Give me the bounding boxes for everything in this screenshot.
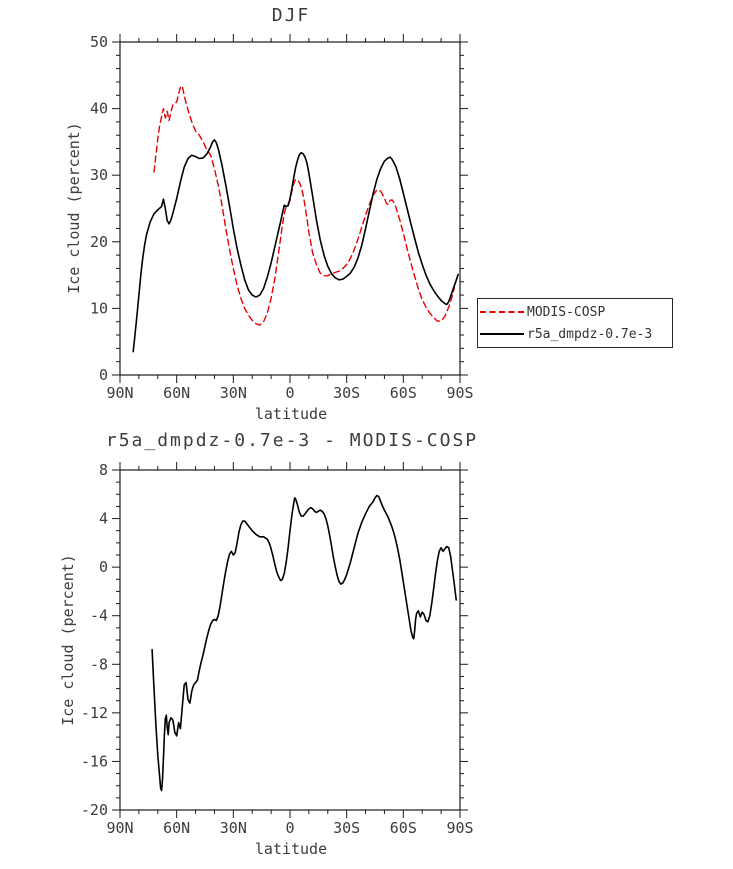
- svg-text:60S: 60S: [390, 819, 417, 837]
- svg-text:90N: 90N: [106, 384, 133, 402]
- svg-text:0: 0: [99, 558, 108, 576]
- svg-text:20: 20: [90, 233, 108, 251]
- legend-item-r5a-dmpdz: r5a_dmpdz-0.7e-3: [480, 325, 670, 343]
- svg-text:90S: 90S: [446, 819, 473, 837]
- svg-text:-8: -8: [90, 655, 108, 673]
- svg-text:-20: -20: [81, 801, 108, 819]
- svg-text:30: 30: [90, 166, 108, 184]
- svg-text:60N: 60N: [163, 384, 190, 402]
- svg-text:30N: 30N: [220, 384, 247, 402]
- svg-text:-4: -4: [90, 607, 108, 625]
- top-chart-title: DJF: [271, 5, 311, 26]
- top-chart-x-axis-label: latitude: [254, 405, 328, 423]
- svg-text:0: 0: [285, 384, 294, 402]
- legend: MODIS-COSP r5a_dmpdz-0.7e-3: [477, 298, 673, 348]
- svg-text:90N: 90N: [106, 819, 133, 837]
- svg-text:30S: 30S: [333, 819, 360, 837]
- svg-text:0: 0: [99, 366, 108, 384]
- svg-text:30N: 30N: [220, 819, 247, 837]
- svg-text:30S: 30S: [333, 384, 360, 402]
- svg-text:50: 50: [90, 33, 108, 51]
- legend-label-modis-cosp: MODIS-COSP: [527, 304, 606, 320]
- bottom-chart-title: r5a_dmpdz-0.7e-3 - MODIS-COSP: [105, 430, 479, 451]
- top-chart-plot: 90N 60N 30N 0 30S 60S 90S 0 10 20 30 40 50: [90, 33, 474, 402]
- legend-item-modis-cosp: MODIS-COSP: [480, 303, 670, 321]
- svg-text:4: 4: [99, 510, 108, 528]
- r5a-dmpdz-line-sample-icon: [480, 333, 524, 335]
- svg-text:-16: -16: [81, 752, 108, 770]
- svg-text:10: 10: [90, 299, 108, 317]
- svg-text:0: 0: [285, 819, 294, 837]
- svg-text:60N: 60N: [163, 819, 190, 837]
- svg-text:60S: 60S: [390, 384, 417, 402]
- svg-text:-12: -12: [81, 704, 108, 722]
- svg-text:8: 8: [99, 461, 108, 479]
- svg-text:90S: 90S: [446, 384, 473, 402]
- svg-text:40: 40: [90, 100, 108, 118]
- bottom-chart-plot: 90N 60N 30N 0 30S 60S 90S -20 -16 -12 -8 -4 0 4 8: [81, 461, 474, 837]
- modis-cosp-line-sample-icon: [480, 311, 524, 313]
- legend-label-r5a-dmpdz: r5a_dmpdz-0.7e-3: [527, 326, 653, 342]
- bottom-chart-x-axis-label: latitude: [254, 840, 328, 858]
